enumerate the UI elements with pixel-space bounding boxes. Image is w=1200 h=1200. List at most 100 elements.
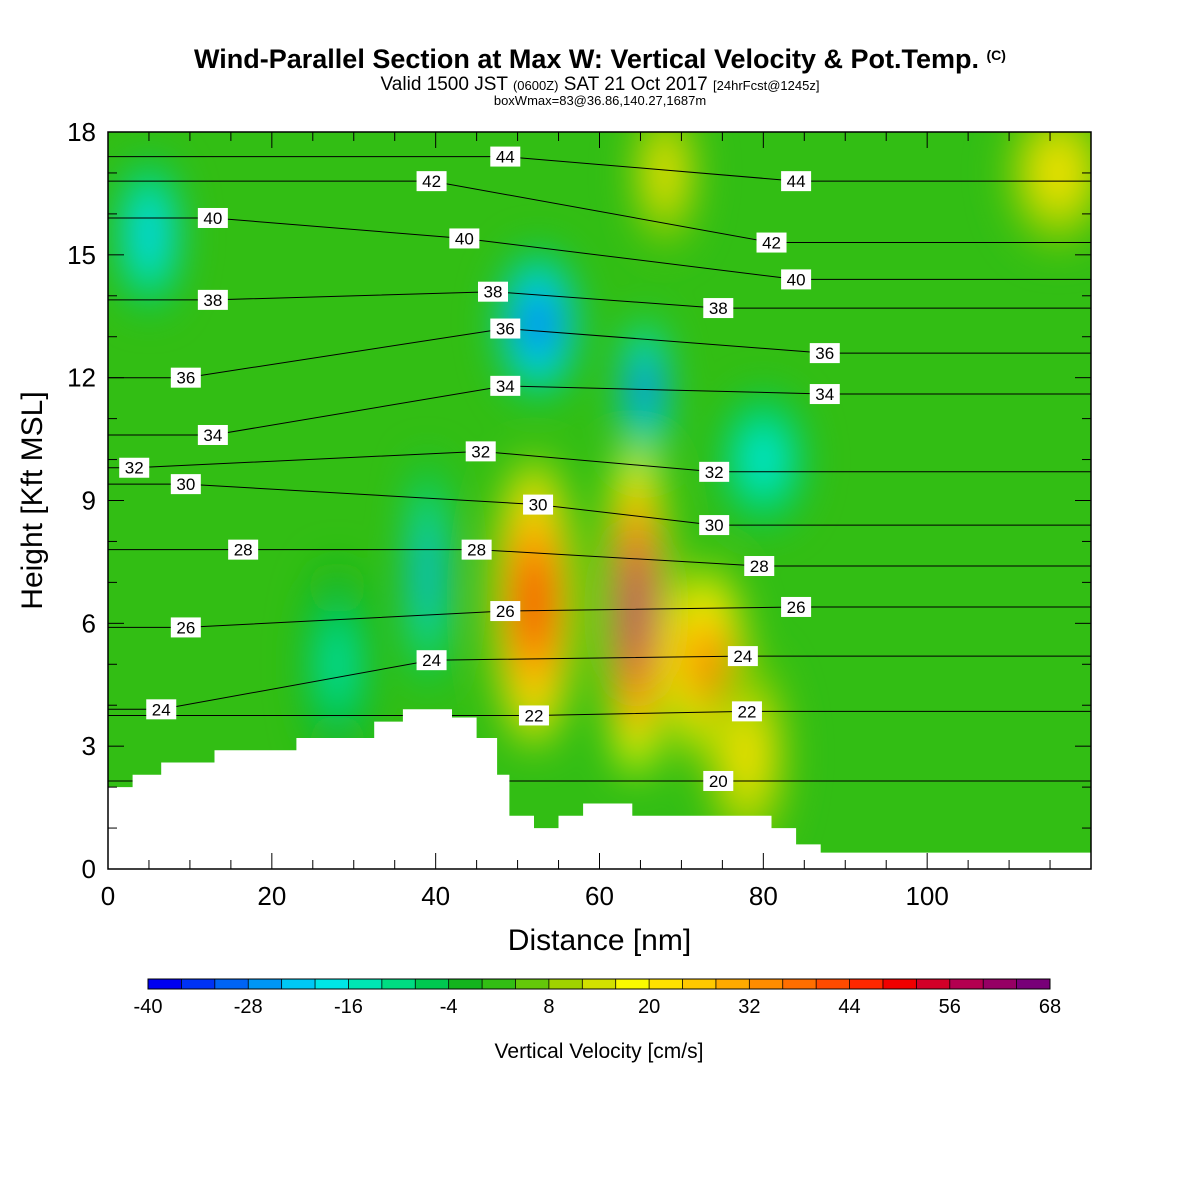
contour-label: 30 [523,494,554,515]
x-tick-label: 80 [749,881,778,911]
contour-label-box [744,556,775,577]
contour-label: 36 [809,343,840,364]
y-tick-label: 12 [67,363,96,393]
velocity-feature [655,148,675,198]
contour-label-box [197,207,228,228]
y-tick-label: 0 [82,854,96,884]
velocity-feature [637,367,652,413]
contour-label-text: 24 [152,700,171,719]
valid-date: SAT 21 Oct 2017 [563,74,708,95]
contour-label: 26 [170,617,201,638]
theta-contour-line [108,156,1091,182]
contour-label-box [170,367,201,388]
colorbar-swatch [749,979,784,989]
contour-label-text: 44 [787,172,806,191]
contour-label: 42 [756,232,787,253]
contour-label: 40 [197,207,228,228]
contour-label-text: 42 [422,172,441,191]
contour-label-text: 44 [496,148,515,167]
velocity-feature [1041,148,1075,198]
contour-label: 24 [727,646,758,667]
contour-label-box [449,228,480,249]
colorbar-swatch [949,979,984,989]
contour-label: 40 [781,269,812,290]
contour-label-text: 32 [471,442,490,461]
contour-label-text: 38 [484,283,503,302]
y-tick-label: 9 [82,486,96,516]
theta-contour-line [108,710,1091,716]
contour-label-box [197,289,228,310]
colorbar-swatch [415,979,450,989]
colorbar-swatch [682,979,717,989]
colorbar-swatch [615,979,650,989]
contour-label: 30 [170,474,201,495]
colorbar-swatch [181,979,216,989]
velocity-feature [421,536,434,612]
colorbar-label: 20 [638,996,660,1018]
velocity-feature [750,438,777,481]
contour-label-text: 30 [529,496,548,515]
chart-title: Wind-Parallel Section at Max W: Vertical… [0,44,1200,75]
contour-label-box [731,701,762,722]
contour-label: 26 [490,601,521,622]
contour-label: 34 [809,384,840,405]
colorbar-label: 56 [939,996,961,1018]
contour-label: 24 [416,650,447,671]
contour-label: 44 [490,146,521,167]
contour-label-box [523,494,554,515]
colorbar-swatch [515,979,550,989]
colorbar-title: Vertical Velocity [cm/s] [495,1040,704,1063]
contour-label-box [416,171,447,192]
colorbar-swatch [214,979,249,989]
plot-area: 20 22 22 24 24 24 26 26 26 28 28 28 30 30 30 32 32 32 34 34… [107,131,1092,870]
contour-label-text: 34 [815,385,834,404]
contour-label-text: 26 [496,602,515,621]
theta-contour-line [108,180,1091,243]
contour-label-box [478,281,509,302]
contour-label: 22 [518,705,549,726]
colorbar-swatch [248,979,283,989]
contour-label-text: 32 [705,463,724,482]
box-info: boxWmax=83@36.86,140.27,1687m [493,93,707,108]
contour-label-text: 38 [203,291,222,310]
contour-label-text: 26 [787,598,806,617]
contour-label-text: 34 [203,426,222,445]
valid-time: Valid 1500 JST [380,74,508,95]
colorbar-swatch [448,979,483,989]
colorbar-swatch [849,979,884,989]
contour-label-box [490,318,521,339]
contour-label: 34 [197,424,228,445]
contour-label-text: 42 [762,234,781,253]
contour-label: 20 [703,770,734,791]
contour-label: 30 [699,515,730,536]
contour-label-box [703,298,734,319]
colorbar-swatch [482,979,516,989]
velocity-feature [692,631,720,698]
contour-label-text: 26 [176,618,195,637]
contour-label: 44 [781,171,812,192]
contour-label-box [197,424,228,445]
contour-label: 36 [490,318,521,339]
contour-label-box [490,375,521,396]
y-tick-label: 6 [82,608,96,638]
contour-label-box [416,650,447,671]
contour-label-text: 22 [525,706,544,725]
y-tick-label: 15 [67,240,96,270]
colorbar: -40 -28 -16 -4 8 20 32 44 56 68 Vertical Velocity … [134,978,1061,1063]
contour-label: 28 [744,556,775,577]
contour-label-box [228,539,259,560]
velocity-feature [733,721,761,788]
velocity-feature [327,631,348,698]
colorbar-swatch [548,979,583,989]
contour-label-box [699,461,730,482]
y-tick-label: 3 [82,731,96,761]
colorbar-swatch [281,979,316,989]
valid-utc: (0600Z) [512,78,559,93]
colorbar-swatch [715,979,750,989]
colorbar-swatch [148,979,182,989]
x-tick-label: 100 [905,881,948,911]
contour-label-text: 40 [203,209,222,228]
x-tick-label: 0 [101,881,115,911]
